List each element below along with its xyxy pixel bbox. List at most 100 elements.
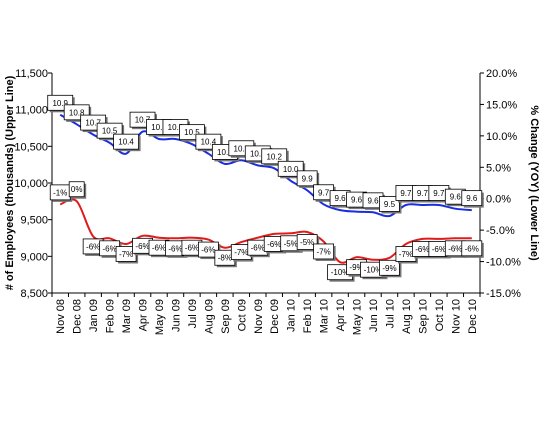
data-label-text: 9.7 [433, 189, 445, 198]
data-label: 10.2 [261, 148, 289, 166]
x-tick-label: Oct 09 [236, 299, 248, 331]
data-label-text: 10.2 [266, 152, 282, 161]
y-axis-title-left: # of Employees (thousands) (Upper Line) [4, 75, 16, 290]
data-label-text: 9.7 [400, 189, 412, 198]
data-label-text: -6% [152, 244, 166, 253]
y2-tick-label: 15.0% [486, 99, 517, 111]
data-label-text: -6% [267, 240, 281, 249]
data-label-text: -5% [284, 239, 298, 248]
x-tick-label: May 09 [154, 299, 166, 335]
x-tick-label: Feb 10 [302, 299, 314, 333]
y-tick-label: 8,500 [20, 288, 48, 300]
data-label-text: 10.7 [135, 116, 151, 125]
data-label-text: -1% [53, 188, 67, 197]
data-label: -6% [461, 240, 484, 258]
x-tick-label: Aug 09 [203, 299, 215, 334]
data-label-box [197, 241, 219, 258]
series-line-employees [59, 113, 472, 218]
x-tick-label: Jul 09 [187, 299, 199, 328]
data-label-text: -6% [86, 242, 100, 251]
x-tick-label: Jun 10 [368, 299, 380, 332]
data-label-text: -9% [382, 264, 396, 273]
y2-tick-label: 5.0% [486, 162, 511, 174]
x-tick-label: Mar 09 [121, 299, 133, 333]
data-label-text: 10.2 [250, 149, 266, 158]
data-label-text: -7% [316, 247, 330, 256]
data-label-box [68, 181, 85, 198]
data-label-text: -9% [349, 263, 363, 272]
x-tick-label: Nov 10 [450, 299, 462, 334]
data-label-text: 9.6 [351, 196, 363, 205]
data-label-text: 10.6 [151, 123, 167, 132]
data-label: 9.6 [461, 190, 484, 208]
y2-tick-label: -10.0% [486, 257, 521, 269]
data-label-text: -10% [331, 268, 350, 277]
y-tick-label: 9,000 [20, 251, 48, 263]
data-label-text: 10.4 [201, 138, 217, 147]
data-label-text: 9.9 [302, 174, 314, 183]
data-label: -9% [379, 259, 402, 278]
data-label-text: -6% [135, 242, 149, 251]
data-label-text: 0% [71, 185, 83, 194]
data-label: 9.5 [379, 196, 402, 214]
data-label-text: -6% [102, 244, 116, 253]
y-axis-title-right: % Change (YOY) (Lower Line) [528, 105, 540, 261]
y2-tick-label: 0.0% [486, 194, 511, 206]
data-label-text: -6% [432, 245, 446, 254]
data-label-box [313, 243, 335, 260]
data-label: -1% [49, 184, 73, 202]
data-label: 9.9 [296, 170, 320, 188]
x-tick-label: Sep 10 [417, 299, 429, 334]
x-tick-label: Aug 10 [401, 299, 413, 334]
data-label-text: -10% [364, 266, 383, 275]
data-label-text: 10.6 [168, 123, 184, 132]
data-label-text: -6% [185, 244, 199, 253]
x-tick-label: Dec 09 [269, 299, 281, 334]
data-label-text: -6% [251, 244, 265, 253]
data-label-box [379, 259, 400, 276]
y2-tick-label: 10.0% [486, 131, 517, 143]
y-tick-label: 11,000 [15, 105, 48, 117]
y-tick-label: 10,000 [14, 178, 48, 190]
data-label-text: 10.9 [52, 99, 68, 108]
data-label-text: 10.5 [184, 128, 200, 137]
y-tick-label: 11,500 [15, 68, 48, 80]
x-tick-label: Apr 10 [335, 299, 347, 331]
data-label-text: 9.6 [367, 196, 379, 205]
x-tick-label: Dec 08 [72, 299, 84, 334]
x-tick-label: Feb 09 [105, 299, 117, 333]
y2-tick-label: 20.0% [486, 68, 517, 80]
data-label-text: -5% [300, 238, 314, 247]
data-label-text: -8% [218, 254, 232, 263]
data-label: 9.6 [362, 192, 385, 210]
data-label-box [296, 170, 318, 187]
data-label-box [113, 133, 139, 150]
data-label-text: 9.6 [466, 194, 478, 203]
data-label: -8% [214, 249, 237, 268]
data-label-text: -6% [415, 245, 429, 254]
series-line-pct-change [59, 198, 472, 264]
data-label-text: -7% [234, 248, 248, 257]
data-label-box [261, 148, 288, 165]
data-label-text: 10.5 [102, 127, 118, 136]
data-label: 0% [68, 181, 87, 199]
data-label: -6% [247, 239, 270, 258]
data-label-text: -6% [465, 244, 479, 253]
x-tick-label: Jun 09 [170, 299, 182, 332]
data-label-text: -7% [399, 250, 413, 259]
data-labels: 10.910.810.710.510.410.710.6 10.610.510.4… [47, 94, 484, 282]
data-label-text: 10.0 [283, 165, 299, 174]
data-label-text: 9.7 [318, 188, 330, 197]
data-label-text: 10.7 [85, 119, 101, 128]
x-tick-label: Apr 09 [138, 299, 150, 331]
y2-tick-label: -5.0% [486, 225, 515, 237]
data-label-text: -7% [119, 250, 133, 259]
y2-tick-label: -15.0% [486, 288, 521, 300]
x-tick-label: Jan 09 [88, 299, 100, 332]
x-tick-label: Oct 10 [434, 299, 446, 331]
x-tick-label: Jan 10 [286, 299, 298, 332]
x-tick-label: Dec 10 [467, 299, 479, 334]
x-tick-label: Sep 09 [220, 299, 232, 334]
x-tick-label: Nov 09 [253, 299, 265, 334]
